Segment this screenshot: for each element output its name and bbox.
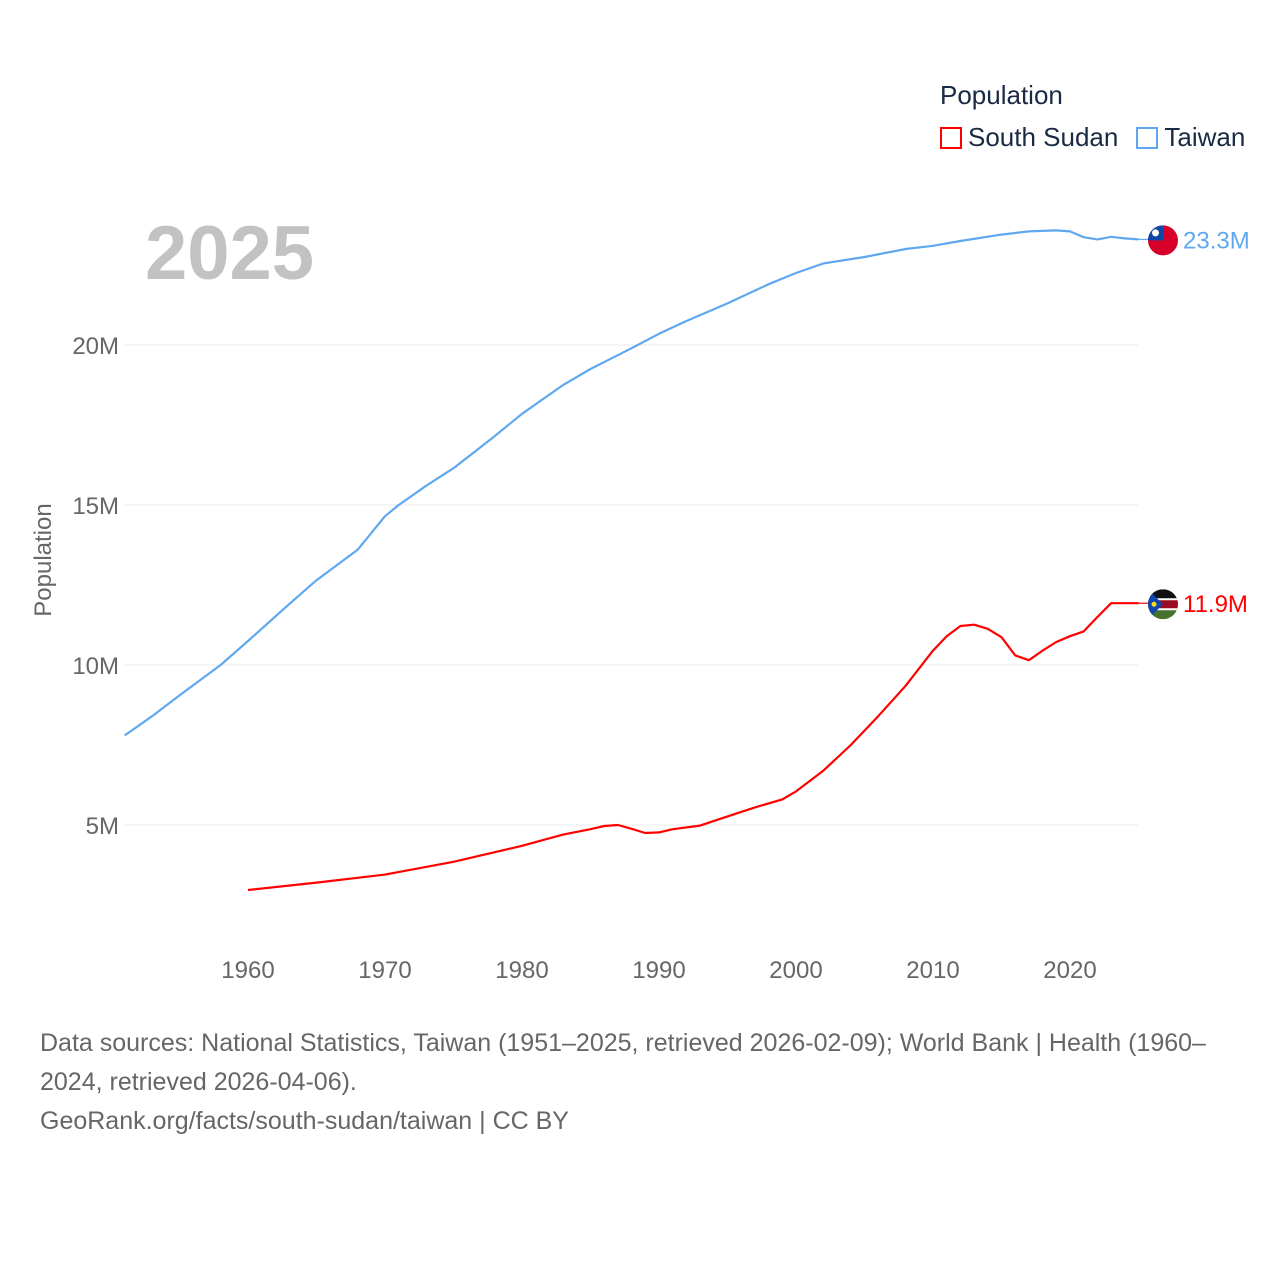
line-chart: 5M 10M 15M 20M 1960 1970 1980 1990 2000 2010 2020 P… bbox=[30, 225, 1250, 984]
legend-swatch bbox=[1136, 126, 1159, 149]
legend-swatch bbox=[940, 126, 962, 149]
x-tick-label: 2000 bbox=[769, 957, 822, 984]
legend: South Sudan Taiwan bbox=[940, 122, 1245, 153]
data-sources: Data sources: National Statistics, Taiwa… bbox=[40, 1029, 1206, 1096]
footer: Data sources: National Statistics, Taiwa… bbox=[40, 1024, 1250, 1141]
x-tick-label: 2010 bbox=[906, 957, 959, 984]
legend-title: Population bbox=[940, 80, 1063, 110]
y-tick-label: 5M bbox=[86, 813, 119, 840]
x-tick-label: 1990 bbox=[632, 957, 685, 984]
credit-link[interactable]: GeoRank.org/facts/south-sudan/taiwan | C… bbox=[40, 1107, 569, 1135]
x-tick-label: 1970 bbox=[358, 957, 411, 984]
end-value-label: 11.9M bbox=[1183, 591, 1248, 618]
x-tick-label: 2020 bbox=[1043, 957, 1096, 984]
year-label: 2025 bbox=[145, 211, 315, 296]
y-tick-label: 10M bbox=[72, 653, 119, 680]
legend-item-south-sudan[interactable]: South Sudan bbox=[940, 122, 1118, 153]
y-axis-label: Population bbox=[30, 503, 57, 616]
south-sudan-flag-icon bbox=[1148, 589, 1178, 620]
x-tick-label: 1960 bbox=[221, 957, 274, 984]
legend-label: South Sudan bbox=[968, 122, 1119, 152]
legend-item-taiwan[interactable]: Taiwan bbox=[1136, 122, 1245, 153]
series-line-south-sudan bbox=[247, 602, 1139, 892]
legend-label: Taiwan bbox=[1164, 122, 1246, 152]
y-tick-label: 20M bbox=[72, 333, 119, 360]
y-tick-label: 15M bbox=[72, 493, 119, 520]
series-line-taiwan bbox=[124, 229, 1139, 737]
end-value-label: 23.3M bbox=[1183, 227, 1250, 254]
taiwan-flag-icon bbox=[1148, 225, 1178, 256]
x-tick-label: 1980 bbox=[495, 957, 548, 984]
